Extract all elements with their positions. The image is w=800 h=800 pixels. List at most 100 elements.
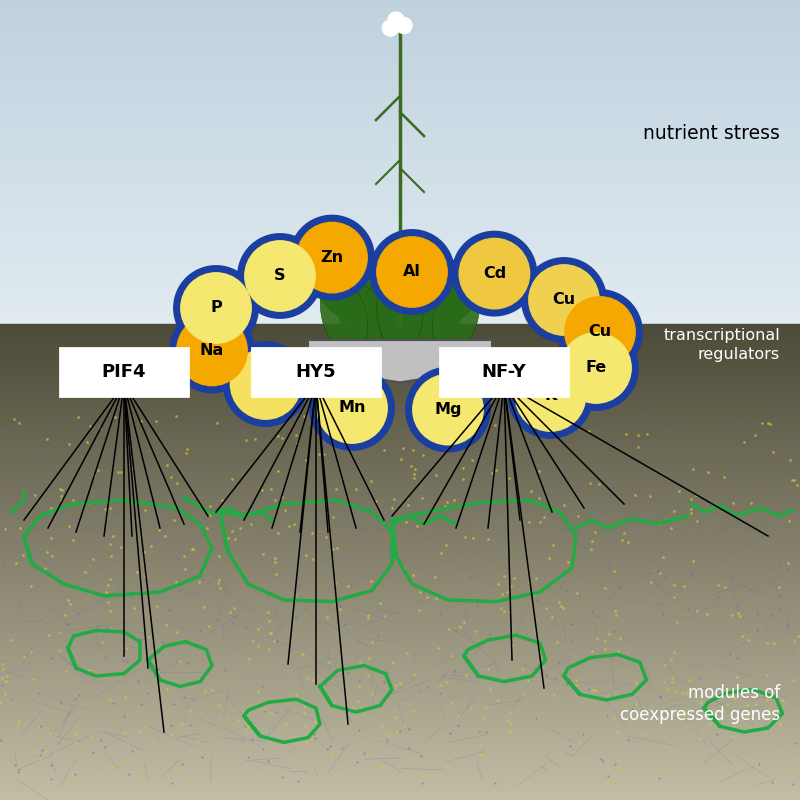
Bar	[0, 645, 800, 646]
Bar	[0, 500, 800, 502]
Bar	[0, 697, 800, 698]
Bar	[0, 322, 800, 323]
Bar	[0, 590, 800, 592]
Circle shape	[177, 315, 247, 386]
Bar	[0, 146, 800, 149]
Bar	[0, 653, 800, 654]
Bar	[0, 22, 800, 24]
Circle shape	[245, 241, 315, 311]
Bar	[0, 627, 800, 629]
Bar	[0, 353, 800, 354]
Bar	[0, 290, 800, 291]
Bar	[0, 624, 800, 626]
Bar	[0, 130, 800, 132]
Bar	[0, 373, 800, 374]
Bar	[0, 14, 800, 16]
Bar	[0, 343, 800, 345]
Bar	[0, 78, 800, 81]
Bar	[0, 292, 800, 294]
Bar	[0, 67, 800, 70]
Bar	[0, 689, 800, 690]
Bar	[0, 581, 800, 582]
Bar	[0, 535, 800, 537]
Bar	[0, 586, 800, 587]
Bar	[0, 402, 800, 403]
Bar	[0, 738, 800, 740]
Bar	[0, 387, 800, 389]
Bar	[0, 345, 800, 346]
Bar	[0, 462, 800, 464]
Bar	[0, 186, 800, 189]
Bar	[0, 406, 800, 408]
Text: Al: Al	[403, 265, 421, 279]
FancyBboxPatch shape	[252, 348, 380, 396]
Bar	[0, 643, 800, 645]
Text: Zn: Zn	[321, 250, 343, 265]
Bar	[0, 334, 800, 335]
Bar	[0, 348, 800, 350]
Circle shape	[406, 367, 490, 452]
Bar	[0, 461, 800, 462]
Bar	[0, 335, 800, 337]
Bar	[0, 119, 800, 122]
Bar	[0, 516, 800, 518]
Bar	[0, 724, 800, 726]
Bar	[0, 778, 800, 779]
Bar	[0, 745, 800, 746]
Bar	[0, 73, 800, 76]
Ellipse shape	[336, 281, 400, 367]
Bar	[0, 673, 800, 674]
Bar	[0, 621, 800, 622]
Circle shape	[529, 265, 599, 335]
Bar	[0, 362, 800, 364]
Bar	[0, 38, 800, 41]
Circle shape	[370, 230, 454, 314]
Bar	[0, 662, 800, 663]
Bar	[0, 450, 800, 451]
Bar	[0, 366, 800, 367]
Bar	[0, 574, 800, 576]
Bar	[0, 513, 800, 514]
Bar	[0, 270, 800, 273]
Bar	[0, 570, 800, 571]
Bar	[0, 364, 800, 366]
Bar	[0, 235, 800, 238]
Bar	[0, 305, 800, 306]
Bar	[0, 170, 800, 173]
Text: P: P	[210, 301, 222, 315]
Bar	[0, 305, 800, 308]
Bar	[0, 92, 800, 94]
Bar	[0, 518, 800, 519]
Bar	[0, 797, 800, 798]
Circle shape	[508, 354, 593, 438]
Bar	[0, 537, 800, 538]
Bar	[0, 295, 800, 296]
Bar	[0, 750, 800, 751]
Bar	[0, 473, 800, 474]
Bar	[0, 776, 800, 778]
Bar	[0, 386, 800, 387]
Bar	[0, 556, 800, 558]
Bar	[0, 781, 800, 782]
Bar	[0, 279, 800, 280]
Bar	[0, 100, 800, 102]
Bar	[0, 681, 800, 682]
Bar	[0, 421, 800, 422]
Bar	[0, 165, 800, 167]
Bar	[0, 379, 800, 381]
Bar	[0, 314, 800, 316]
Bar	[0, 403, 800, 405]
Bar	[0, 626, 800, 627]
Bar	[0, 526, 800, 527]
Bar	[0, 610, 800, 611]
Bar	[0, 332, 800, 334]
Text: Mg: Mg	[434, 402, 462, 417]
Bar	[0, 359, 800, 361]
Bar	[0, 762, 800, 763]
Bar	[0, 470, 800, 471]
Bar	[0, 710, 800, 711]
Bar	[0, 310, 800, 314]
Bar	[0, 318, 800, 322]
Bar	[0, 184, 800, 186]
Bar	[0, 474, 800, 476]
